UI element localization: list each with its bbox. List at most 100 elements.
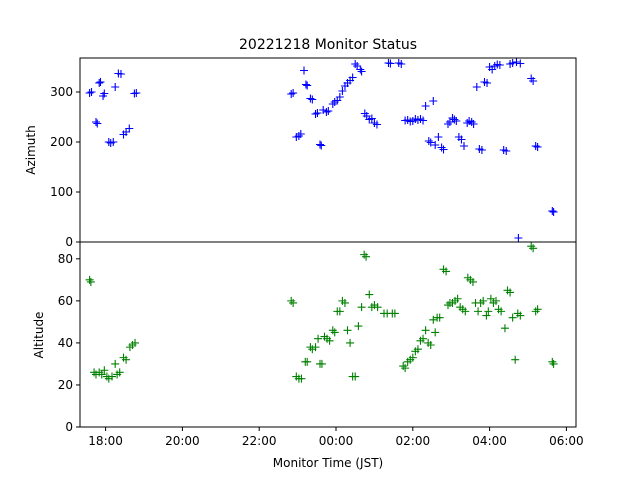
azimuth-point-29 <box>311 110 320 118</box>
altitude-point-57 <box>401 364 410 373</box>
altitude-point-96 <box>500 324 509 333</box>
altitude-point-106 <box>533 305 542 314</box>
altitude-point-65 <box>421 326 430 335</box>
azimuth-point-27 <box>306 94 315 103</box>
azimuth-point-87 <box>472 83 481 91</box>
x-tick-label-1800: 18:00 <box>88 434 123 448</box>
y-tick-label-20: 20 <box>58 378 73 392</box>
altitude-point-108 <box>549 359 558 368</box>
altitude-point-14 <box>122 355 131 364</box>
x-tick-label-2000: 20:00 <box>165 434 200 448</box>
altitude-point-28 <box>314 334 323 343</box>
azimuth-point-23 <box>296 130 305 138</box>
azimuth-point-102 <box>514 234 523 242</box>
azimuth-point-26 <box>303 81 312 90</box>
chart-title: 20221218 Monitor Status <box>239 37 417 53</box>
azimuth-point-16 <box>125 124 134 133</box>
altitude-y-axis-label: Altitude <box>32 312 46 359</box>
altitude-point-37 <box>335 307 344 316</box>
azimuth-y-ticks: 0 100 200 300 <box>50 85 80 249</box>
azimuth-point-31 <box>316 140 324 149</box>
altitude-point-107 <box>548 357 557 366</box>
altitude-point-44 <box>354 322 363 331</box>
azimuth-panel: 0 100 200 300 Azimuth <box>24 57 577 249</box>
azimuth-point-18 <box>132 89 141 97</box>
altitude-point-27 <box>311 343 320 352</box>
azimuth-point-25 <box>301 80 310 89</box>
y-tick-label-80: 80 <box>58 252 73 266</box>
x-tick-label-0000: 00:00 <box>319 434 354 448</box>
altitude-point-62 <box>413 345 422 354</box>
altitude-point-46 <box>360 250 369 259</box>
altitude-point-48 <box>365 290 374 299</box>
x-axis-label: Monitor Time (JST) <box>273 456 383 470</box>
altitude-point-19 <box>289 298 298 307</box>
altitude-point-81 <box>461 307 470 316</box>
y-tick-label-60: 60 <box>58 294 73 308</box>
azimuth-point-79 <box>452 117 461 125</box>
altitude-point-95 <box>497 307 506 316</box>
altitude-point-98 <box>506 288 515 297</box>
altitude-point-17 <box>131 338 140 347</box>
altitude-point-78 <box>453 294 462 303</box>
altitude-point-45 <box>357 303 366 312</box>
altitude-point-100 <box>511 355 520 364</box>
azimuth-point-69 <box>426 138 435 147</box>
azimuth-point-7 <box>100 89 109 98</box>
azimuth-point-91 <box>483 79 492 87</box>
altitude-point-99 <box>508 313 517 322</box>
azimuth-point-2 <box>92 118 100 126</box>
azimuth-point-36 <box>328 100 337 108</box>
altitude-point-105 <box>531 307 540 316</box>
azimuth-point-1 <box>87 88 96 96</box>
azimuth-points <box>85 58 558 242</box>
altitude-point-34 <box>328 326 337 335</box>
altitude-point-69 <box>431 328 440 337</box>
altitude-point-104 <box>529 244 538 253</box>
altitude-point-84 <box>468 277 477 286</box>
azimuth-point-107 <box>533 143 542 151</box>
altitude-point-89 <box>482 311 491 320</box>
azimuth-point-32 <box>317 141 326 150</box>
altitude-point-1 <box>86 277 95 286</box>
azimuth-point-103 <box>516 59 525 68</box>
azimuth-point-48 <box>357 67 366 76</box>
y-tick-label-0: 0 <box>65 420 73 434</box>
altitude-point-88 <box>479 296 488 305</box>
altitude-point-10 <box>111 359 120 368</box>
altitude-point-0 <box>85 275 94 284</box>
azimuth-point-72 <box>434 133 443 141</box>
azimuth-point-82 <box>460 142 468 150</box>
azimuth-point-73 <box>437 143 446 152</box>
azimuth-point-109 <box>549 208 558 216</box>
x-tick-label-0600: 06:00 <box>549 434 584 448</box>
altitude-point-103 <box>527 242 536 251</box>
azimuth-point-68 <box>424 137 433 145</box>
azimuth-point-100 <box>508 59 517 67</box>
azimuth-point-47 <box>356 65 365 74</box>
azimuth-point-30 <box>313 109 322 117</box>
altitude-point-39 <box>340 298 349 307</box>
y-tick-label-100: 100 <box>50 185 73 199</box>
altitude-y-ticks: 0 20 40 60 80 <box>58 252 80 434</box>
altitude-point-86 <box>474 307 483 316</box>
azimuth-point-78 <box>450 115 459 124</box>
azimuth-point-44 <box>348 73 357 82</box>
azimuth-point-85 <box>467 118 476 126</box>
azimuth-point-45 <box>351 60 360 68</box>
azimuth-point-70 <box>429 97 438 105</box>
altitude-points <box>85 242 558 383</box>
azimuth-point-98 <box>502 147 511 155</box>
azimuth-point-56 <box>386 59 395 68</box>
altitude-point-12 <box>115 368 124 377</box>
altitude-point-55 <box>390 309 399 318</box>
altitude-point-30 <box>317 359 326 368</box>
altitude-x-ticks: 18:00 20:00 22:00 00:00 02:00 04:00 06:00 <box>88 427 584 448</box>
altitude-point-24 <box>303 357 312 366</box>
altitude-point-102 <box>516 311 525 320</box>
azimuth-point-11 <box>111 83 120 91</box>
azimuth-point-81 <box>457 135 466 144</box>
azimuth-point-106 <box>531 142 540 150</box>
azimuth-point-96 <box>495 61 504 69</box>
